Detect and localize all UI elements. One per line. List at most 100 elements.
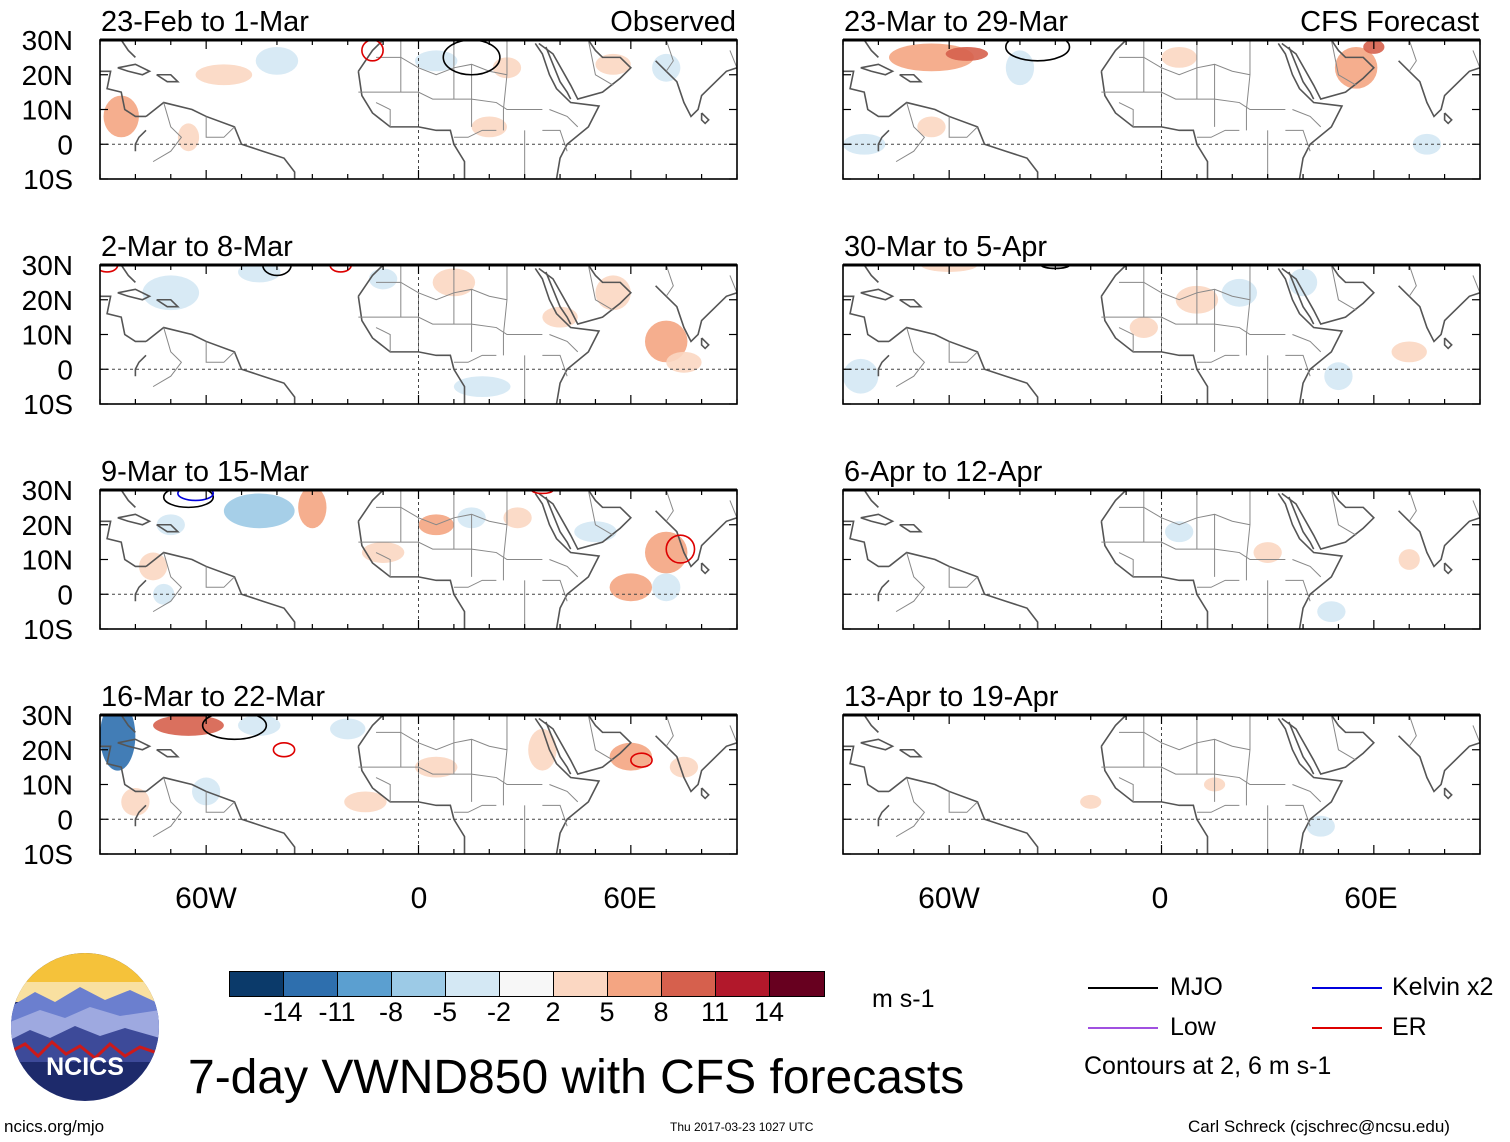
negative-anomaly	[153, 583, 175, 605]
positive-anomaly	[644, 320, 688, 363]
coastline	[1281, 490, 1375, 551]
country-border	[587, 490, 614, 536]
positive-anomaly	[177, 123, 200, 152]
forecast-panel: 13-Apr to 19-Apr	[842, 681, 1481, 855]
coastline	[888, 326, 1039, 404]
country-border	[205, 791, 235, 813]
lat-label: 10N	[22, 320, 73, 351]
er-contour	[329, 265, 353, 273]
negative-anomaly	[330, 718, 366, 740]
coastline	[145, 326, 296, 404]
panel-title: 6-Apr to 12-Apr	[844, 456, 1043, 488]
panel-title: 30-Mar to 5-Apr	[844, 231, 1047, 263]
country-border	[1408, 265, 1417, 297]
country-border	[1245, 715, 1251, 806]
coastline	[100, 70, 147, 118]
positive-anomaly	[945, 46, 989, 61]
negative-anomaly	[223, 493, 295, 529]
colorbar	[229, 971, 825, 997]
colorbar-swatch	[554, 972, 608, 996]
country-border	[375, 327, 391, 352]
positive-anomaly	[344, 791, 387, 813]
er-contour	[361, 40, 384, 62]
country-border	[549, 334, 579, 353]
coastline	[1398, 285, 1480, 343]
positive-anomaly	[1161, 46, 1197, 68]
coastline	[134, 804, 147, 827]
colorbar-tick-label: 2	[545, 997, 561, 1027]
negative-anomaly	[843, 358, 879, 394]
mjo-contour	[261, 265, 292, 277]
country-border	[1330, 490, 1357, 536]
coastline	[117, 513, 152, 526]
colorbar-tick-label: -14	[263, 997, 303, 1027]
country-border	[1472, 275, 1480, 293]
country-border	[948, 566, 978, 588]
panel-title: 2-Mar to 8-Mar	[101, 231, 293, 263]
coastline	[534, 718, 601, 854]
positive-anomaly	[471, 116, 507, 138]
lat-label: 0	[57, 804, 73, 835]
footer-url: ncics.org/mjo	[4, 1117, 105, 1136]
negative-anomaly	[1005, 50, 1035, 86]
negative-anomaly	[238, 265, 281, 283]
coastline	[584, 403, 586, 404]
lat-label: 20N	[22, 60, 73, 91]
coastline	[1100, 40, 1144, 72]
coastline	[1398, 60, 1480, 118]
country-border	[1119, 506, 1251, 526]
negative-anomaly	[574, 521, 617, 543]
country-border	[205, 341, 235, 363]
positive-anomaly	[138, 552, 168, 581]
mjo-contour	[162, 490, 215, 509]
coastline	[1327, 628, 1329, 629]
panel-title: 13-Apr to 19-Apr	[844, 681, 1059, 713]
coastline	[1281, 265, 1375, 326]
positive-anomaly	[153, 715, 224, 736]
colorbar-swatch	[230, 972, 284, 996]
lat-label: 30N	[22, 475, 73, 506]
forecast-label: CFS Forecast	[1300, 6, 1479, 38]
positive-anomaly	[1253, 542, 1282, 563]
country-border	[1118, 552, 1134, 577]
negative-anomaly	[453, 376, 511, 398]
colorbar-swatch	[446, 972, 500, 996]
country-border	[375, 552, 391, 577]
country-border	[1196, 129, 1240, 138]
lon-label-60w-forecast: 60W	[918, 882, 980, 915]
country-border	[1408, 40, 1417, 72]
legend-er-line	[1312, 1027, 1382, 1029]
coastline	[843, 70, 890, 118]
country-border	[1118, 102, 1134, 127]
negative-anomaly	[1221, 278, 1258, 307]
coastline	[538, 265, 632, 326]
lat-label: 20N	[22, 510, 73, 541]
country-border	[1119, 56, 1251, 76]
panel-title: 16-Mar to 22-Mar	[101, 681, 325, 713]
country-border	[729, 500, 737, 518]
coastline	[877, 579, 890, 602]
coastline	[538, 40, 632, 101]
country-border	[376, 281, 508, 301]
country-border	[948, 341, 978, 363]
coastline	[888, 551, 1039, 629]
coastline	[860, 63, 895, 76]
coastline	[584, 178, 586, 179]
negative-anomaly	[255, 46, 299, 75]
colorbar-units: m s-1	[872, 985, 935, 1013]
coastline	[843, 490, 879, 508]
coastline	[357, 490, 401, 522]
country-border	[948, 791, 978, 813]
lon-label-60w: 60W	[175, 882, 237, 915]
country-border	[375, 102, 391, 127]
coastline	[1288, 271, 1315, 325]
coastline	[117, 288, 152, 301]
coastline	[357, 40, 401, 72]
country-border	[895, 552, 926, 613]
coastline	[655, 735, 737, 793]
colorbar-tick-label: 11	[700, 997, 730, 1027]
coastline	[145, 101, 296, 179]
